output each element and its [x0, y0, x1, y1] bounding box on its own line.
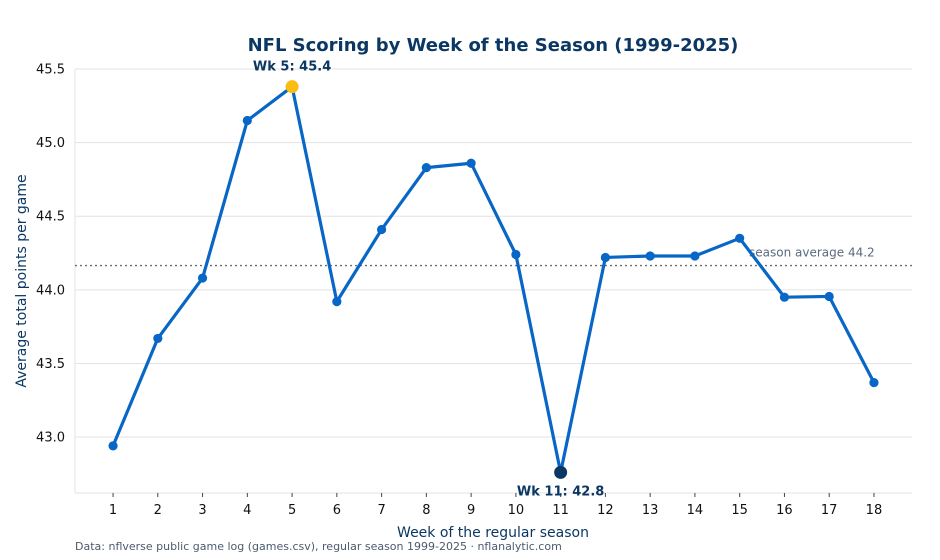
x-axis-label: Week of the regular season — [397, 525, 589, 540]
data-point — [108, 441, 118, 451]
data-point — [511, 249, 521, 260]
data-point — [779, 292, 790, 302]
x-tick-label: 11 — [552, 503, 569, 518]
x-tick-label: 16 — [776, 503, 793, 518]
y-tick-label: 45.5 — [36, 63, 65, 78]
highlight-label: Wk 11: 42.8 — [517, 484, 604, 499]
highlight-point — [285, 80, 299, 94]
data-point — [153, 333, 163, 344]
x-tick-label: 13 — [642, 503, 659, 518]
data-point — [197, 273, 208, 283]
x-tick-label: 6 — [333, 503, 341, 518]
x-tick-label: 18 — [866, 503, 883, 518]
y-axis-label: Average total points per game — [14, 174, 30, 387]
series-line — [111, 85, 876, 474]
season-average-label: season average 44.2 — [749, 246, 875, 260]
x-tick-label: 3 — [198, 503, 206, 518]
y-tick-label: 43.0 — [36, 431, 65, 446]
annotations: Wk 5: 45.4 Wk 11: 42.8 — [253, 60, 604, 500]
chart-title: NFL Scoring by Week of the Season (1999-… — [248, 35, 739, 56]
highlight-point — [554, 465, 568, 479]
data-point — [869, 377, 879, 388]
data-point — [332, 297, 342, 307]
x-tick-label: 8 — [422, 503, 430, 518]
reference-line-group: season average 44.2 — [75, 246, 912, 267]
data-point — [466, 158, 476, 168]
x-tick-label: 14 — [687, 503, 704, 518]
data-point — [600, 252, 610, 263]
x-tick-label: 7 — [377, 503, 385, 518]
line-chart: NFL Scoring by Week of the Season (1999-… — [14, 35, 912, 540]
data-point — [421, 163, 431, 173]
data-point — [645, 251, 655, 261]
data-point — [690, 251, 700, 261]
x-tick-label: 10 — [508, 503, 525, 518]
data-point — [824, 291, 834, 302]
y-tick-label: 45.0 — [36, 136, 65, 151]
y-tick-label: 44.0 — [36, 283, 65, 298]
x-tick-label: 1 — [109, 503, 117, 518]
x-tick-label: 17 — [821, 503, 838, 518]
x-tick-label: 4 — [243, 503, 251, 518]
y-tick-label: 43.5 — [36, 357, 65, 372]
x-tick-label: 15 — [731, 503, 748, 518]
series-group — [108, 85, 879, 474]
grid — [75, 68, 912, 438]
y-tick-label: 44.5 — [36, 210, 65, 225]
data-point — [242, 115, 252, 126]
x-tick-label: 2 — [154, 503, 162, 518]
data-point — [377, 224, 387, 235]
data-point — [735, 233, 745, 243]
source-note: Data: nflverse public game log (games.cs… — [75, 540, 562, 553]
x-tick-label: 12 — [597, 503, 614, 518]
axes: 43.043.544.044.545.045.51 2 3 4 5 6 7 8 9 10 11 12 1… — [36, 63, 912, 518]
x-tick-label: 9 — [467, 503, 475, 518]
highlight-label: Wk 5: 45.4 — [253, 60, 331, 75]
x-tick-label: 5 — [288, 503, 296, 518]
